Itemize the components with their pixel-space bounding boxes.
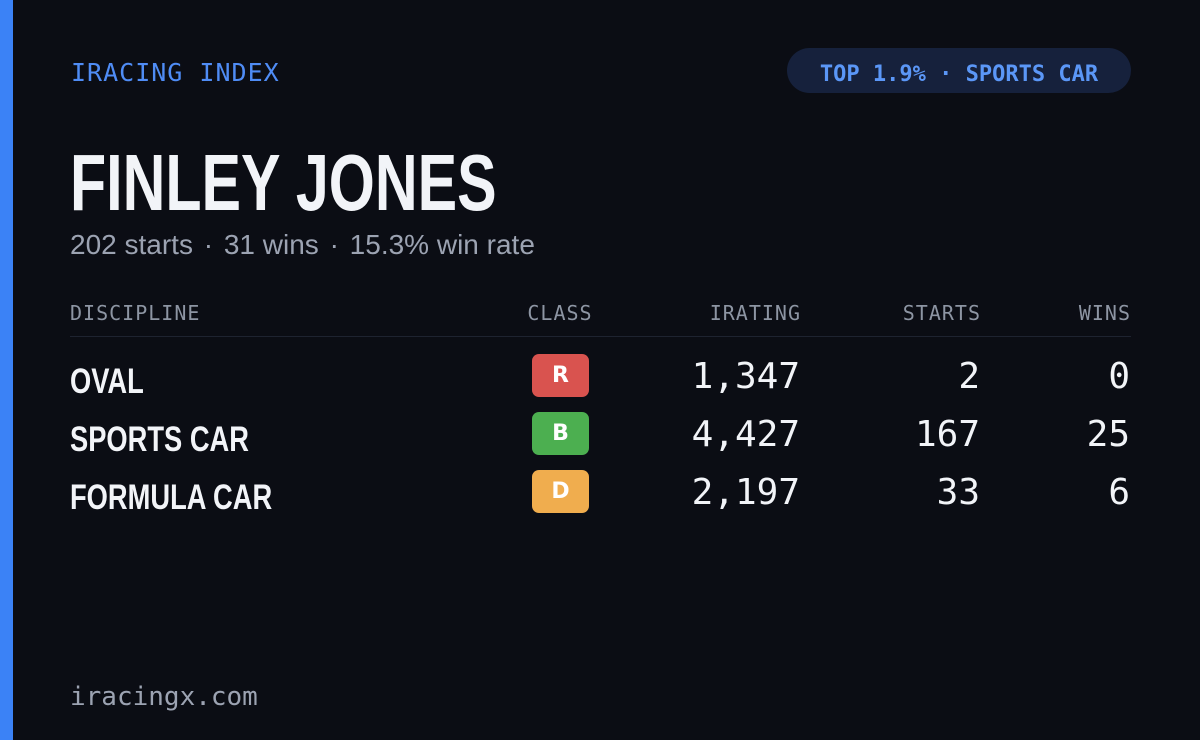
- row-starts: 33: [936, 472, 980, 513]
- header-divider: [70, 336, 1131, 337]
- header-wins: WINS: [1078, 301, 1131, 325]
- row-wins: 0: [1108, 356, 1130, 397]
- summary-separator: ·: [203, 229, 214, 260]
- class-badge: D: [532, 470, 589, 513]
- row-wins: 25: [1086, 414, 1130, 455]
- row-discipline: SPORTS CAR: [70, 420, 249, 459]
- row-irating: 4,427: [691, 414, 800, 455]
- summary-wins: 31 wins: [223, 229, 319, 260]
- brand-label: IRACING INDEX: [71, 58, 280, 87]
- row-starts: 2: [958, 356, 980, 397]
- rank-badge: TOP 1.9% · SPORTS CAR: [787, 48, 1131, 93]
- header-discipline: DISCIPLINE: [70, 301, 201, 325]
- table-row-oval: OVAL R 1,347 2 0: [70, 336, 1131, 401]
- row-discipline: OVAL: [70, 362, 144, 401]
- row-starts: 167: [914, 414, 980, 455]
- header-class: CLASS: [527, 301, 593, 325]
- table-row-formula-car: FORMULA CAR D 2,197 33 6: [70, 452, 1131, 517]
- summary-separator: ·: [329, 229, 339, 260]
- driver-summary: 202 starts · 31 wins · 15.3% win rate: [70, 228, 535, 262]
- summary-starts: 202 starts: [70, 229, 193, 260]
- header-starts: STARTS: [902, 301, 981, 325]
- table-row-sports-car: SPORTS CAR B 4,427 167 25: [70, 394, 1131, 459]
- row-discipline: FORMULA CAR: [70, 478, 273, 517]
- driver-name: FINLEY JONES: [70, 138, 497, 227]
- class-badge: R: [532, 354, 589, 397]
- summary-win-rate: 15.3% win rate: [349, 229, 535, 260]
- class-badge: B: [532, 412, 589, 455]
- row-irating: 1,347: [691, 356, 800, 397]
- header-irating: IRATING: [709, 301, 801, 325]
- row-wins: 6: [1108, 472, 1130, 513]
- footer-domain: iracingx.com: [70, 682, 258, 712]
- row-irating: 2,197: [691, 472, 800, 513]
- accent-bar: [0, 0, 13, 740]
